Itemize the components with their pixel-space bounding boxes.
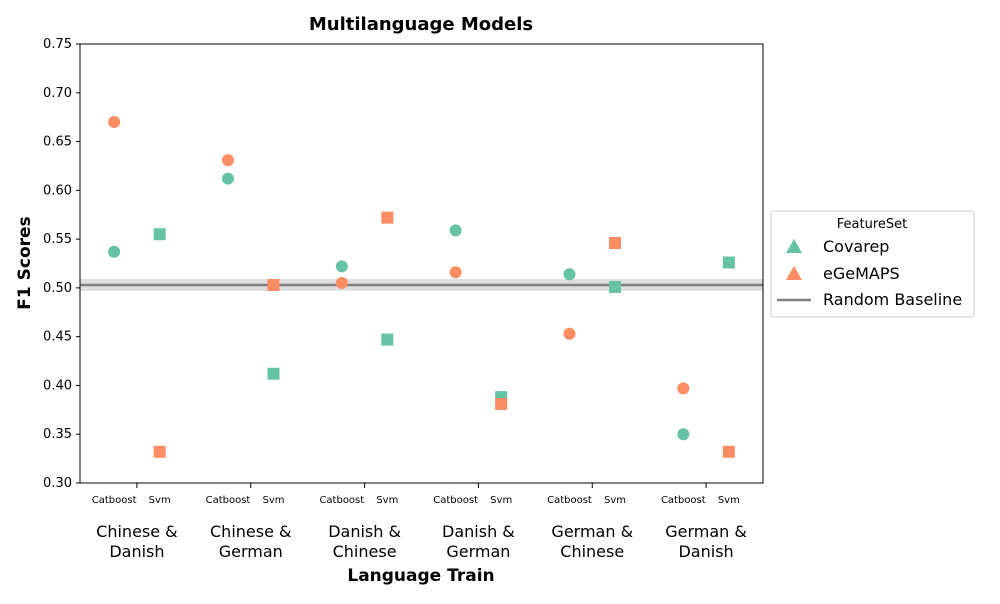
legend-covarep-marker bbox=[786, 239, 802, 253]
point-egemaps-catboost bbox=[335, 277, 348, 290]
point-egemaps-svm bbox=[609, 237, 622, 250]
group-label-line2: Danish bbox=[678, 542, 733, 561]
y-tick-label: 0.35 bbox=[43, 427, 72, 442]
model-label-svm: Svm bbox=[604, 495, 626, 506]
point-egemaps-catboost bbox=[563, 327, 576, 340]
legend-egemaps-marker bbox=[786, 266, 802, 280]
legend-baseline-label: Random Baseline bbox=[823, 290, 962, 309]
model-label-catboost: Catboost bbox=[206, 495, 251, 506]
point-egemaps-catboost bbox=[449, 266, 462, 279]
legend-box bbox=[770, 210, 975, 318]
point-egemaps-svm bbox=[153, 445, 166, 458]
legend-covarep-label: Covarep bbox=[823, 237, 889, 256]
point-covarep-catboost bbox=[563, 268, 576, 281]
chart-title: Multilanguage Models bbox=[309, 14, 533, 35]
y-tick-label: 0.65 bbox=[43, 135, 72, 150]
model-label-catboost: Catboost bbox=[661, 495, 706, 506]
y-tick-label: 0.40 bbox=[43, 378, 72, 393]
point-egemaps-svm bbox=[381, 211, 394, 224]
y-tick-label: 0.30 bbox=[43, 476, 72, 491]
group-label-line1: Danish & bbox=[328, 522, 401, 541]
y-tick-label: 0.60 bbox=[43, 183, 72, 198]
model-label-svm: Svm bbox=[718, 495, 740, 506]
legend-egemaps-label: eGeMAPS bbox=[823, 264, 900, 283]
point-egemaps-catboost bbox=[221, 154, 234, 167]
group-label-line1: German & bbox=[551, 522, 633, 541]
plot-area: 0.30 0.35 0.40 0.45 0.50 0.55 0.60 0.65 0.70 0.75… bbox=[43, 37, 764, 561]
group-label-line1: German & bbox=[665, 522, 747, 541]
legend: FeatureSet Covarep eGeMAPS Random Baseli… bbox=[770, 210, 975, 318]
point-egemaps-catboost bbox=[108, 116, 121, 129]
model-label-svm: Svm bbox=[490, 495, 512, 506]
group-label-line2: Danish bbox=[109, 542, 164, 561]
point-covarep-catboost bbox=[335, 260, 348, 273]
point-egemaps-catboost bbox=[677, 382, 690, 395]
model-label-catboost: Catboost bbox=[433, 495, 478, 506]
point-egemaps-svm bbox=[495, 397, 508, 410]
group-label-line2: Chinese bbox=[560, 542, 624, 561]
point-covarep-catboost bbox=[449, 224, 462, 237]
y-axis-label: F1 Scores bbox=[15, 216, 35, 309]
y-tick-label: 0.75 bbox=[43, 37, 72, 52]
y-tick-label: 0.50 bbox=[43, 281, 72, 296]
point-covarep-catboost bbox=[221, 172, 234, 185]
point-covarep-catboost bbox=[677, 428, 690, 441]
group-label-line2: Chinese bbox=[333, 542, 397, 561]
model-label-catboost: Catboost bbox=[92, 495, 137, 506]
point-egemaps-svm bbox=[722, 445, 735, 458]
group-label-line2: German bbox=[446, 542, 510, 561]
model-label-svm: Svm bbox=[376, 495, 398, 506]
point-covarep-svm bbox=[722, 256, 735, 269]
point-covarep-svm bbox=[609, 280, 622, 293]
model-label-catboost: Catboost bbox=[547, 495, 592, 506]
model-label-svm: Svm bbox=[263, 495, 285, 506]
group-label-line1: Danish & bbox=[442, 522, 515, 541]
y-tick-label: 0.45 bbox=[43, 330, 72, 345]
point-covarep-svm bbox=[153, 228, 166, 241]
model-label-catboost: Catboost bbox=[319, 495, 364, 506]
y-tick-label: 0.55 bbox=[43, 232, 72, 247]
point-egemaps-svm bbox=[267, 278, 280, 291]
point-covarep-svm bbox=[381, 333, 394, 346]
x-axis-label: Language Train bbox=[347, 566, 494, 586]
group-label-line1: Chinese & bbox=[210, 522, 291, 541]
point-covarep-svm bbox=[267, 367, 280, 380]
group-label-line2: German bbox=[219, 542, 283, 561]
legend-title: FeatureSet bbox=[837, 217, 907, 232]
y-tick-label: 0.70 bbox=[43, 86, 72, 101]
point-covarep-catboost bbox=[108, 245, 121, 258]
axes-frame bbox=[79, 43, 764, 484]
model-label-svm: Svm bbox=[149, 495, 171, 506]
group-label-line1: Chinese & bbox=[96, 522, 177, 541]
